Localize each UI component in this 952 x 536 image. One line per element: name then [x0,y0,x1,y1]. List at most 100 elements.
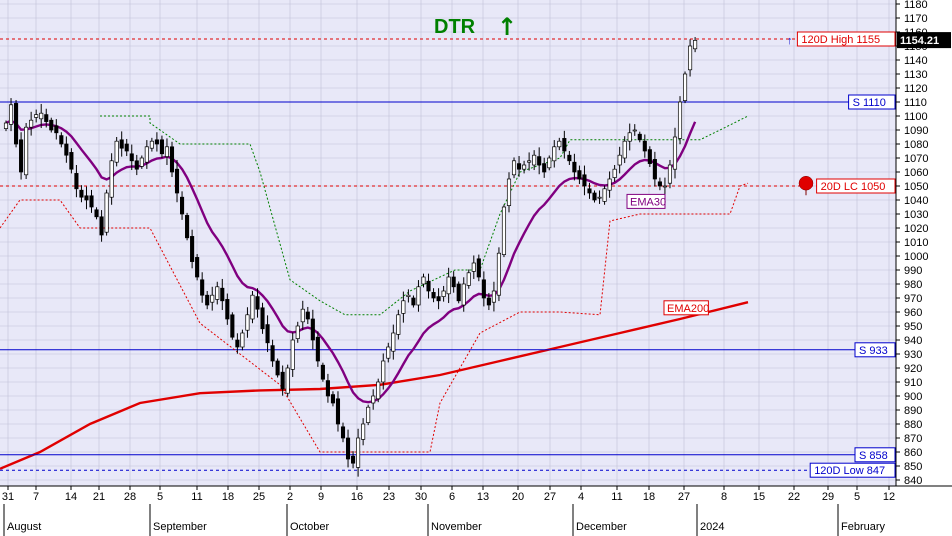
high-arrow-icon: ↑ [787,35,793,47]
candle-body [3,122,9,129]
candle-body [114,140,119,163]
candle-body [220,287,225,302]
candle-body [69,152,74,170]
candle-body [240,332,245,348]
level-label: 20D LC 1050 [821,181,886,193]
level-label-box [809,462,896,478]
level-label: 120D High 1155 [801,34,880,46]
y-tick-label: 1060 [904,167,928,179]
y-tick-label: 1010 [904,237,928,249]
level-label: S 858 [859,450,888,462]
candle-body [109,160,114,198]
y-tick-label: 890 [904,405,922,417]
month-label: February [841,521,886,533]
candle-body [230,314,235,338]
candle-body [190,236,195,262]
candle-body [345,437,351,460]
candle-body [129,153,134,162]
y-tick-label: 1000 [904,251,928,263]
candle-body [185,215,190,239]
candle-body [421,276,426,285]
candle-body [612,168,617,178]
month-label: December [576,521,627,533]
x-tick-label: 18 [643,491,655,503]
y-tick-label: 930 [904,349,922,361]
y-tick-label: 850 [904,461,922,473]
candle-body [466,272,471,286]
candle-body [547,157,552,169]
candle-body [592,192,597,201]
y-tick-label: 1080 [904,139,928,151]
candle-body [662,185,667,188]
candle-body [315,336,320,362]
x-tick-label: 14 [65,491,77,503]
candle-body [245,314,250,331]
candle-body [79,189,84,198]
candle-body [456,283,461,302]
y-tick-label: 970 [904,293,922,305]
candle-body [64,143,69,156]
up-arrow-icon: ↑ [497,13,517,41]
candle-body [381,360,386,383]
candle-body [29,119,34,128]
candle-body [682,73,688,101]
y-tick-label: 1180 [904,0,928,11]
level-label-box [816,178,896,194]
candle-body [290,339,295,370]
candle-body [174,168,180,194]
candle-body [557,140,562,148]
y-tick-label: 860 [904,447,922,459]
x-tick-label: 21 [93,491,105,503]
y-tick-label: 950 [904,321,922,333]
candle-body [406,294,411,297]
candle-body [320,364,325,380]
y-tick-label: 870 [904,433,922,445]
level-lines [0,38,896,471]
y-tick-label: 960 [904,307,922,319]
y-tick-label: 920 [904,363,922,375]
candle-body [416,286,421,306]
candle-body [522,164,527,170]
x-tick-label: 7 [33,491,39,503]
candle-body [607,178,612,191]
candle-body [622,140,627,159]
candle-body [19,139,24,173]
chart-title: DTR [434,16,476,38]
x-axis-ticks: 31 7 14 21 28 5 11 18 25 2 9 16 23 30 6 13 20 27 4 11 18 27 8 1… [2,486,895,536]
x-tick-label: 27 [544,491,556,503]
candle-body [340,426,346,439]
candle-body [461,283,466,306]
stop-sign-icon [798,175,814,191]
candle-body [260,307,265,330]
x-tick-label: 8 [721,491,727,503]
candle-body [54,125,59,134]
candle-body [215,286,220,300]
x-tick-label: 11 [191,491,202,503]
x-tick-label: 20 [512,491,524,503]
y-tick-label: 980 [904,279,922,291]
candle-body [426,280,431,292]
candle-body [632,129,637,132]
candle-body [366,406,371,423]
candle-body [642,140,647,152]
candle-body [451,276,456,288]
candle-body [602,188,607,202]
candle-body [411,297,416,306]
month-label: 2024 [700,521,724,533]
candle-body [572,161,577,173]
candle-body [285,367,290,394]
candle-body [582,174,587,187]
candle-body [94,209,99,218]
candle-body [24,126,29,176]
candle-body [154,139,159,145]
candle-body [44,114,49,122]
candle-body [537,156,542,166]
candle-body [335,398,341,425]
x-tick-label: 16 [351,491,363,503]
month-label: October [290,521,329,533]
x-tick-label: 2 [287,491,293,503]
candle-body [672,136,678,170]
y-tick-label: 940 [904,335,922,347]
level-label: S 1110 [853,97,886,109]
